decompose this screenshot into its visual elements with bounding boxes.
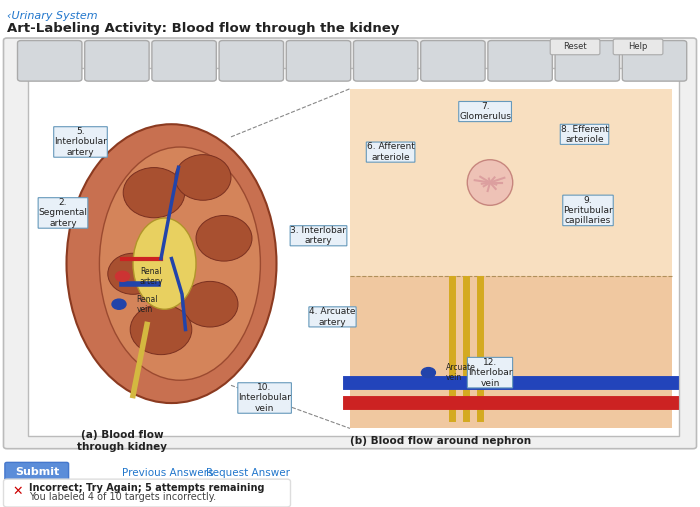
Text: Help: Help <box>628 42 648 51</box>
FancyBboxPatch shape <box>4 479 290 507</box>
FancyBboxPatch shape <box>350 89 672 276</box>
FancyBboxPatch shape <box>354 41 418 81</box>
Text: 2.
Segmental
artery: 2. Segmental artery <box>38 198 88 228</box>
FancyBboxPatch shape <box>152 41 216 81</box>
FancyBboxPatch shape <box>286 41 351 81</box>
Ellipse shape <box>196 215 252 261</box>
Text: You labeled 4 of 10 targets incorrectly.: You labeled 4 of 10 targets incorrectly. <box>29 492 216 502</box>
Text: 4. Arcuate
artery: 4. Arcuate artery <box>309 307 356 327</box>
Ellipse shape <box>108 253 158 294</box>
Ellipse shape <box>133 218 196 309</box>
FancyBboxPatch shape <box>18 41 82 81</box>
FancyBboxPatch shape <box>28 68 679 436</box>
Text: (b) Blood flow around nephron: (b) Blood flow around nephron <box>351 436 531 446</box>
Ellipse shape <box>66 124 276 403</box>
Text: Renal
vein: Renal vein <box>136 295 158 314</box>
Text: 7.
Glomerulus: 7. Glomerulus <box>459 102 511 121</box>
FancyBboxPatch shape <box>550 39 600 55</box>
Text: Submit: Submit <box>15 467 60 477</box>
Ellipse shape <box>99 147 260 380</box>
FancyBboxPatch shape <box>4 38 696 449</box>
Text: Previous Answers: Previous Answers <box>122 467 214 478</box>
Ellipse shape <box>130 304 192 355</box>
Text: 8. Efferent
arteriole: 8. Efferent arteriole <box>561 125 608 144</box>
Text: 10.
Interlobular
vein: 10. Interlobular vein <box>238 383 291 413</box>
Text: Incorrect; Try Again; 5 attempts remaining: Incorrect; Try Again; 5 attempts remaini… <box>29 483 265 493</box>
Text: Arcuate
vein: Arcuate vein <box>446 363 476 382</box>
Text: 9.
Peritubular
capillaries: 9. Peritubular capillaries <box>563 196 613 225</box>
Ellipse shape <box>123 167 185 218</box>
Text: Reset: Reset <box>563 42 587 51</box>
Ellipse shape <box>467 160 512 205</box>
FancyBboxPatch shape <box>85 41 149 81</box>
Text: Request Answer: Request Answer <box>206 467 290 478</box>
FancyBboxPatch shape <box>622 41 687 81</box>
Circle shape <box>116 271 130 281</box>
FancyBboxPatch shape <box>488 41 552 81</box>
FancyBboxPatch shape <box>350 89 672 428</box>
Text: Art-Labeling Activity: Blood flow through the kidney: Art-Labeling Activity: Blood flow throug… <box>7 22 400 35</box>
Text: ✕: ✕ <box>13 485 22 498</box>
Ellipse shape <box>175 155 231 200</box>
Text: 5.
Interlobular
artery: 5. Interlobular artery <box>54 127 107 157</box>
Text: ‹Urinary System: ‹Urinary System <box>7 11 97 21</box>
Text: 3. Interlobar
artery: 3. Interlobar artery <box>290 226 346 245</box>
FancyBboxPatch shape <box>421 41 485 81</box>
FancyBboxPatch shape <box>219 41 284 81</box>
Circle shape <box>421 368 435 378</box>
FancyBboxPatch shape <box>555 41 620 81</box>
FancyBboxPatch shape <box>5 462 69 482</box>
Text: (a) Blood flow
through kidney: (a) Blood flow through kidney <box>78 430 167 452</box>
Circle shape <box>112 299 126 309</box>
Text: 6. Afferent
arteriole: 6. Afferent arteriole <box>367 142 414 162</box>
Ellipse shape <box>182 281 238 327</box>
Text: Renal
artery: Renal artery <box>140 267 164 286</box>
Text: 12.
Interlobar
vein: 12. Interlobar vein <box>468 358 512 387</box>
FancyBboxPatch shape <box>613 39 663 55</box>
